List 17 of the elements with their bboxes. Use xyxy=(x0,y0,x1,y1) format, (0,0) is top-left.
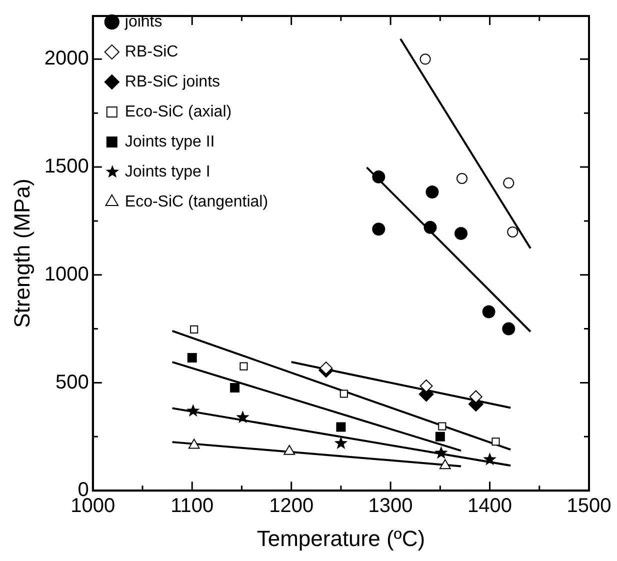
x-tick-label: 1400 xyxy=(468,495,512,518)
y-tick-label: 500 xyxy=(56,371,89,394)
y-tick-label: 1000 xyxy=(44,263,89,286)
x-axis-title: Temperature (ºC) xyxy=(256,526,426,551)
y-axis-title: Strength (MPa) xyxy=(9,178,34,328)
x-tick-label: 1300 xyxy=(368,495,413,518)
x-tick-label: 1500 xyxy=(566,495,612,518)
legend-label: RB-SiC xyxy=(124,43,178,60)
y-tick-label: 1500 xyxy=(44,156,89,178)
legend-label: Eco-SiC (axial) xyxy=(124,103,232,120)
legend-label: RB-SiC joints xyxy=(124,73,220,90)
legend-label: Joints type II xyxy=(124,133,215,150)
legend-label: Joints type I xyxy=(124,163,210,180)
x-tick-label: 1100 xyxy=(170,495,214,518)
y-tick-label: 2000 xyxy=(44,48,89,70)
legend-label: Eco-SiC (tangential) xyxy=(124,193,268,210)
x-tick-label: 1200 xyxy=(269,495,314,518)
